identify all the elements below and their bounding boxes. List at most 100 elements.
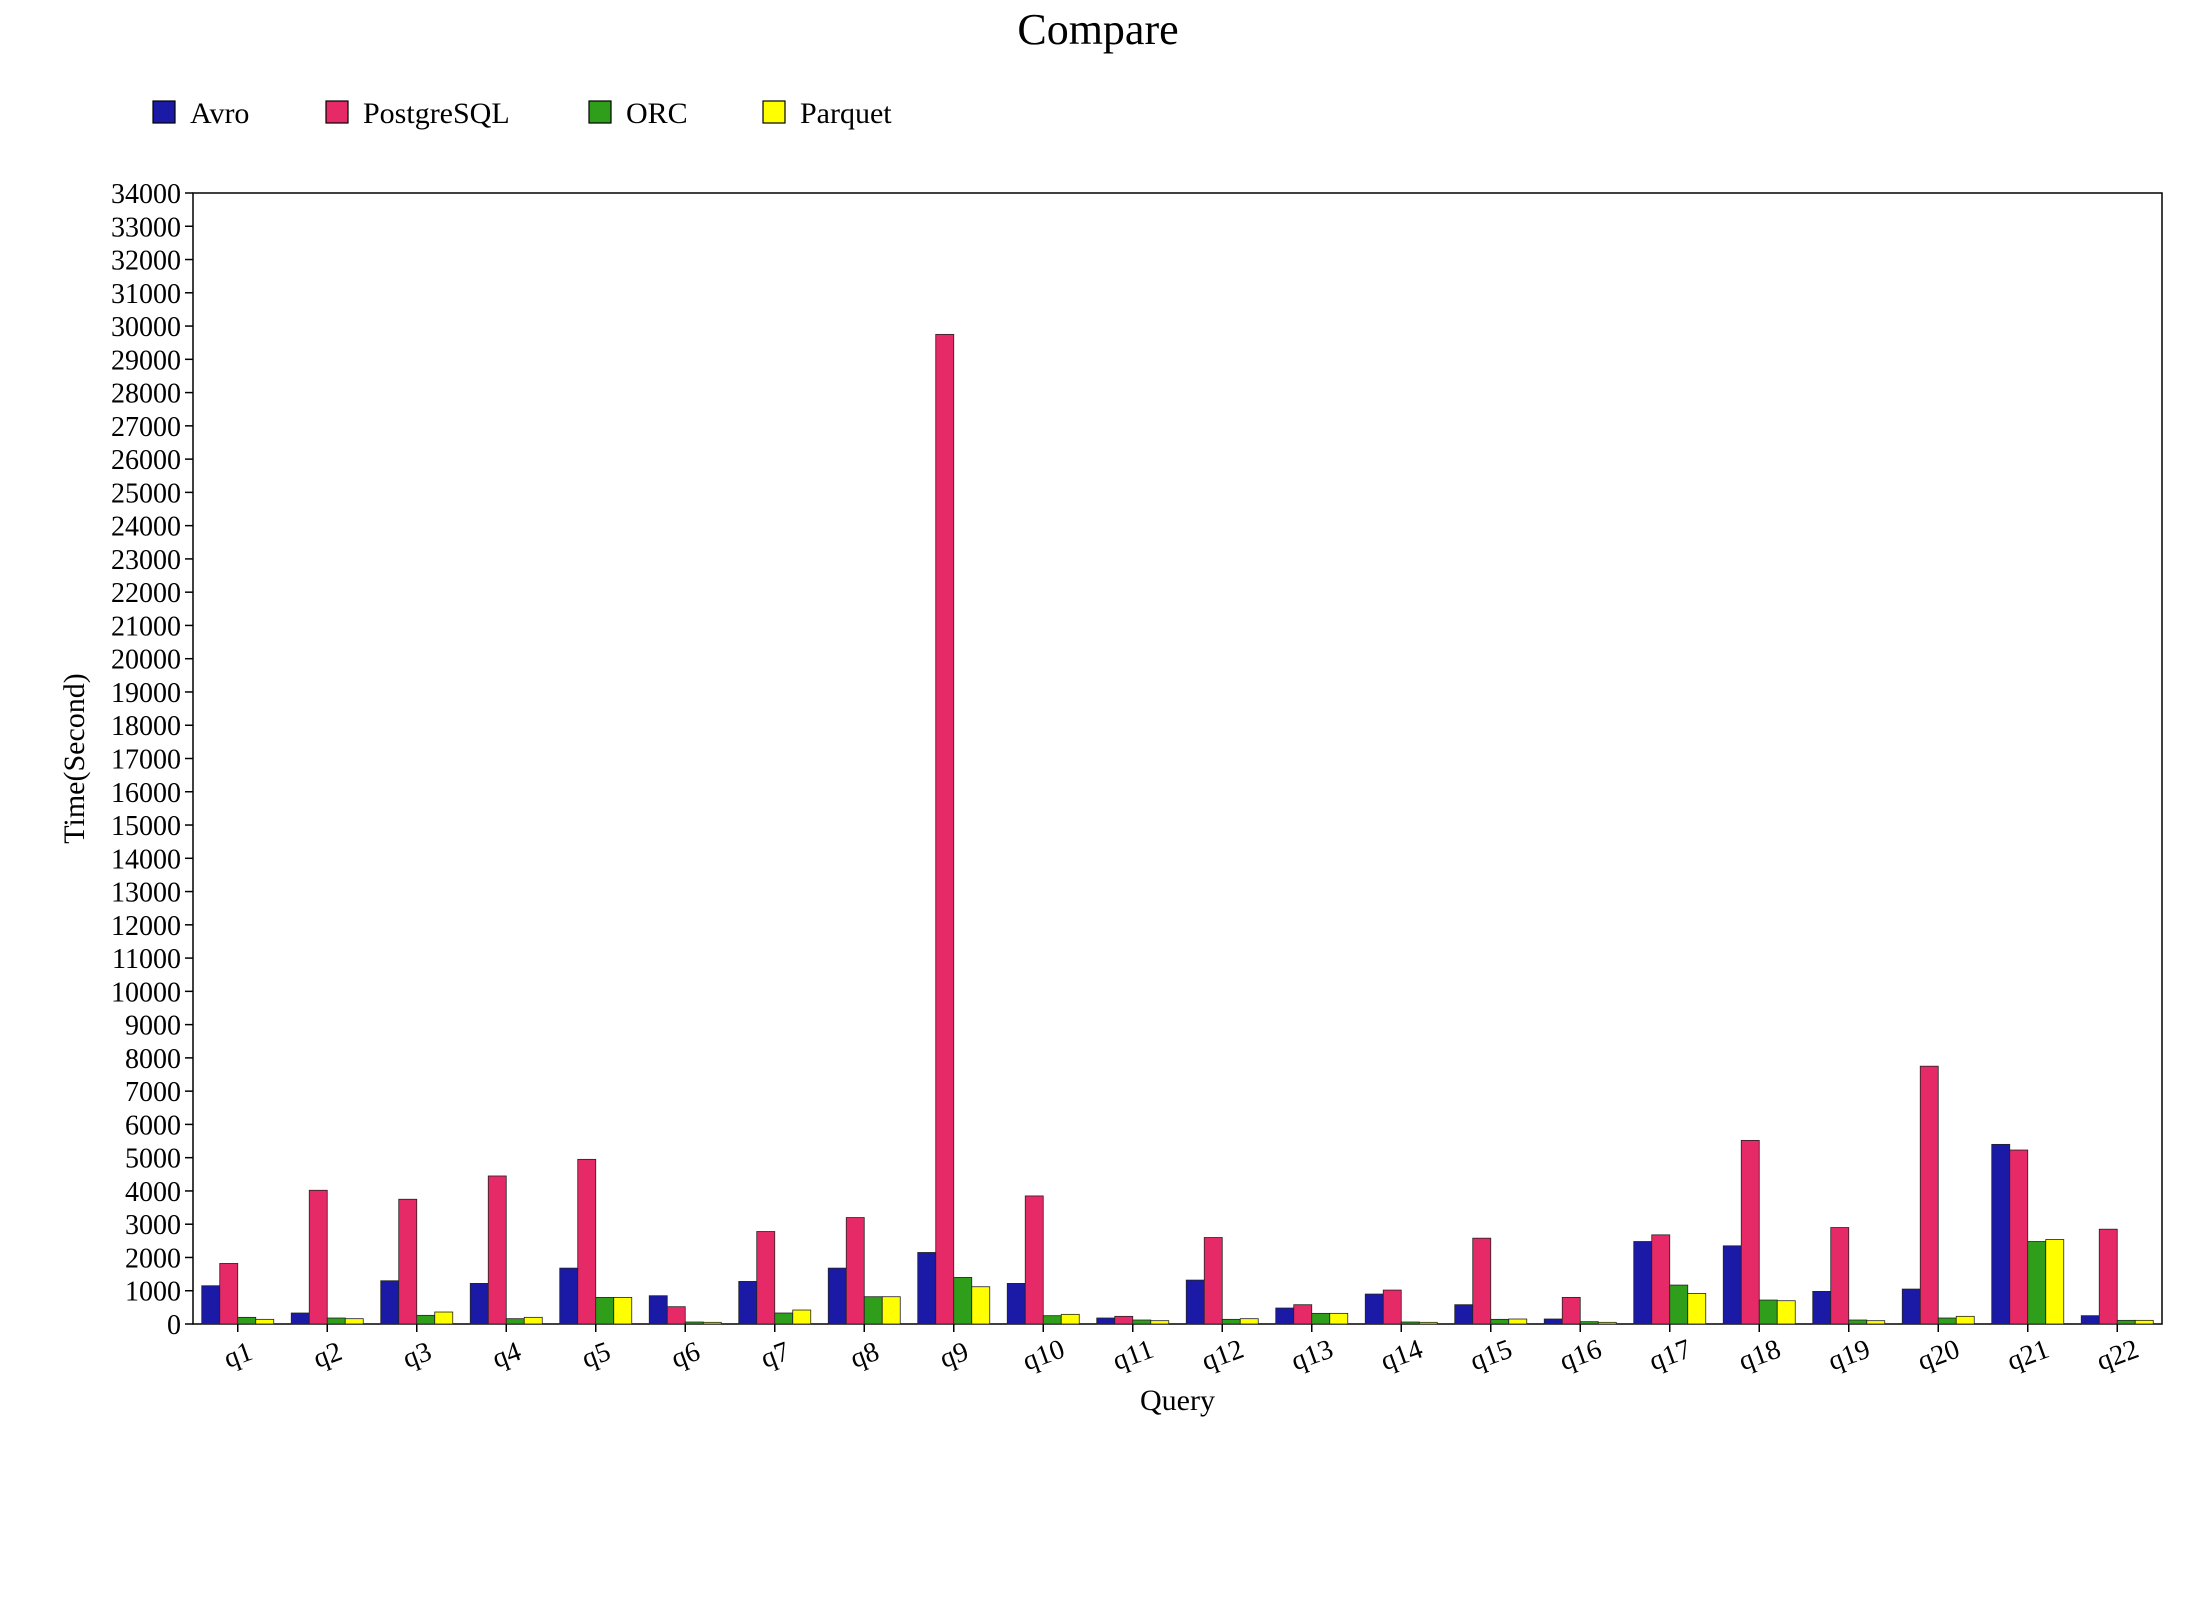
y-tick-label: 16000 bbox=[111, 778, 181, 809]
x-tick-label: q17 bbox=[1645, 1334, 1695, 1377]
bar-postgresql-q3 bbox=[398, 1198, 418, 1325]
bar-postgresql-q4 bbox=[487, 1175, 507, 1325]
bar-avro-q16 bbox=[1543, 1318, 1563, 1325]
bar-avro-q6 bbox=[648, 1295, 668, 1325]
legend-label-avro: Avro bbox=[190, 97, 249, 130]
bar-avro-q1 bbox=[201, 1285, 221, 1325]
bar-parquet-q10 bbox=[1060, 1313, 1080, 1325]
legend-swatch-avro bbox=[152, 100, 176, 124]
y-tick-label: 18000 bbox=[111, 711, 181, 742]
x-tick-label: q11 bbox=[1109, 1334, 1158, 1377]
bar-orc-q3 bbox=[416, 1314, 436, 1325]
bar-avro-q12 bbox=[1185, 1279, 1205, 1325]
bar-avro-q19 bbox=[1812, 1291, 1832, 1325]
bar-orc-q18 bbox=[1758, 1299, 1778, 1325]
y-tick-label: 4000 bbox=[125, 1177, 181, 1208]
bar-postgresql-q20 bbox=[1919, 1065, 1939, 1325]
y-tick-label: 20000 bbox=[111, 645, 181, 676]
x-tick-label: q8 bbox=[846, 1336, 883, 1375]
bars bbox=[201, 333, 2154, 1325]
bar-parquet-q20 bbox=[1955, 1315, 1975, 1325]
bar-parquet-q5 bbox=[613, 1296, 633, 1325]
x-tick-label: q18 bbox=[1735, 1334, 1785, 1377]
bar-avro-q18 bbox=[1722, 1245, 1742, 1325]
bar-postgresql-q5 bbox=[577, 1158, 597, 1325]
legend-label-postgresql: PostgreSQL bbox=[363, 97, 510, 130]
bar-orc-q5 bbox=[595, 1296, 615, 1325]
bar-avro-q8 bbox=[827, 1267, 847, 1325]
y-tick-label: 26000 bbox=[111, 445, 181, 476]
y-tick-label: 21000 bbox=[111, 611, 181, 642]
x-tick-label: q6 bbox=[667, 1336, 704, 1375]
legend-swatch-parquet bbox=[762, 100, 786, 124]
y-tick-label: 25000 bbox=[111, 478, 181, 509]
bar-parquet-q15 bbox=[1508, 1318, 1528, 1325]
bar-parquet-q9 bbox=[971, 1286, 991, 1325]
bar-orc-q17 bbox=[1669, 1284, 1689, 1325]
bar-postgresql-q12 bbox=[1203, 1237, 1223, 1325]
y-axis: 0100020003000400050006000700080009000100… bbox=[111, 179, 193, 1341]
x-tick-label: q14 bbox=[1377, 1334, 1427, 1377]
bar-avro-q3 bbox=[380, 1280, 400, 1325]
bar-parquet-q16 bbox=[1597, 1321, 1617, 1325]
bar-postgresql-q6 bbox=[666, 1306, 686, 1325]
y-tick-label: 7000 bbox=[125, 1077, 181, 1108]
bar-parquet-q3 bbox=[434, 1311, 454, 1325]
bar-orc-q12 bbox=[1221, 1318, 1241, 1325]
bar-orc-q14 bbox=[1400, 1321, 1420, 1325]
y-tick-label: 34000 bbox=[111, 179, 181, 210]
x-tick-label: q20 bbox=[1914, 1334, 1964, 1377]
y-tick-label: 19000 bbox=[111, 678, 181, 709]
x-axis-title: Query bbox=[1140, 1384, 1215, 1417]
bar-postgresql-q10 bbox=[1024, 1195, 1044, 1325]
x-tick-label: q2 bbox=[309, 1336, 346, 1375]
y-tick-label: 32000 bbox=[111, 246, 181, 277]
bar-orc-q4 bbox=[505, 1318, 525, 1325]
y-tick-label: 12000 bbox=[111, 911, 181, 942]
y-tick-label: 10000 bbox=[111, 977, 181, 1008]
y-tick-label: 6000 bbox=[125, 1110, 181, 1141]
bar-orc-q16 bbox=[1579, 1321, 1599, 1325]
y-tick-label: 33000 bbox=[111, 212, 181, 243]
bar-avro-q9 bbox=[917, 1252, 937, 1325]
legend-swatch-postgresql bbox=[325, 100, 349, 124]
legend-swatch-orc bbox=[588, 100, 612, 124]
bar-postgresql-q9 bbox=[935, 333, 955, 1325]
bar-avro-q20 bbox=[1901, 1288, 1921, 1325]
y-tick-label: 28000 bbox=[111, 379, 181, 410]
y-tick-label: 15000 bbox=[111, 811, 181, 842]
x-tick-label: q15 bbox=[1466, 1334, 1516, 1377]
x-tick-label: q4 bbox=[488, 1336, 525, 1375]
bar-avro-q2 bbox=[290, 1312, 310, 1325]
x-tick-label: q16 bbox=[1556, 1334, 1606, 1377]
legend-label-orc: ORC bbox=[626, 97, 688, 130]
bar-parquet-q7 bbox=[792, 1309, 812, 1325]
y-tick-label: 31000 bbox=[111, 279, 181, 310]
bar-postgresql-q8 bbox=[845, 1217, 865, 1325]
bar-parquet-q19 bbox=[1866, 1320, 1886, 1325]
bar-postgresql-q16 bbox=[1561, 1296, 1581, 1325]
y-tick-label: 1000 bbox=[125, 1277, 181, 1308]
chart-title: Compare bbox=[1017, 5, 1178, 54]
y-tick-label: 17000 bbox=[111, 745, 181, 776]
bar-avro-q13 bbox=[1275, 1307, 1295, 1325]
bar-postgresql-q15 bbox=[1472, 1237, 1492, 1325]
bar-postgresql-q11 bbox=[1114, 1315, 1134, 1325]
bar-parquet-q1 bbox=[255, 1318, 275, 1325]
x-tick-label: q13 bbox=[1287, 1334, 1337, 1377]
bar-parquet-q6 bbox=[702, 1321, 722, 1325]
bar-orc-q10 bbox=[1042, 1315, 1062, 1325]
y-tick-label: 24000 bbox=[111, 512, 181, 543]
x-tick-label: q10 bbox=[1019, 1334, 1069, 1377]
bar-postgresql-q19 bbox=[1830, 1227, 1850, 1325]
y-tick-label: 0 bbox=[167, 1310, 181, 1341]
bar-parquet-q2 bbox=[344, 1318, 364, 1325]
bar-parquet-q21 bbox=[2045, 1239, 2065, 1325]
bar-orc-q13 bbox=[1311, 1312, 1331, 1325]
bar-avro-q11 bbox=[1096, 1317, 1116, 1325]
y-tick-label: 13000 bbox=[111, 878, 181, 909]
x-tick-label: q1 bbox=[220, 1336, 257, 1375]
bar-parquet-q22 bbox=[2134, 1319, 2154, 1325]
bar-postgresql-q18 bbox=[1740, 1139, 1760, 1325]
